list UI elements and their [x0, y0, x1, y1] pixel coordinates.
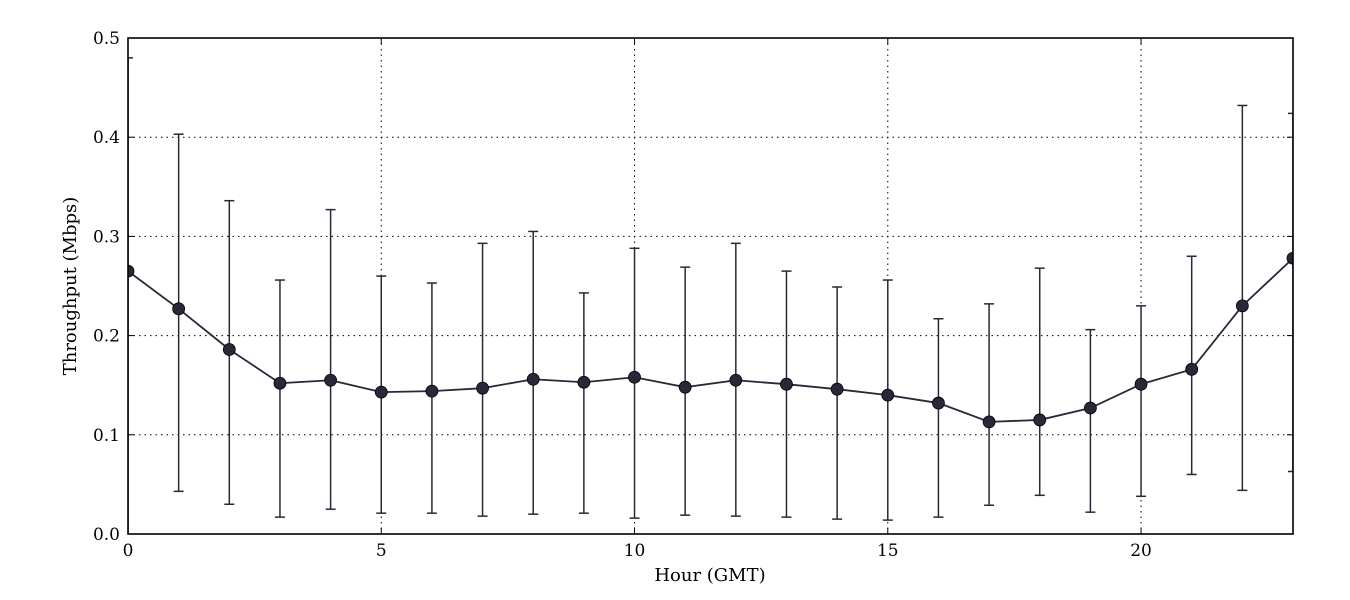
y-tick-label: 0.5: [93, 29, 120, 49]
x-tick-label: 10: [624, 541, 646, 561]
data-point: [1185, 362, 1199, 376]
data-point: [830, 382, 844, 396]
data-point: [526, 372, 540, 386]
data-point: [425, 384, 439, 398]
data-point: [982, 415, 996, 429]
x-axis-label: Hour (GMT): [654, 565, 765, 586]
data-point: [374, 385, 388, 399]
series-line: [128, 257, 1293, 423]
y-tick-label: 0.1: [93, 426, 120, 446]
y-tick-label: 0.4: [93, 128, 120, 148]
axis-ticks: 0.0 0.1 0.2 0.3 0.4 0.5 0 5 10 15 20: [93, 29, 1293, 561]
data-point: [628, 370, 641, 384]
data-point: [1083, 401, 1097, 415]
data-point: [476, 381, 489, 395]
x-tick-label: 5: [376, 541, 387, 561]
data-point: [780, 377, 793, 391]
plot-series: [128, 57, 1293, 534]
y-axis-label: Throughput (Mbps): [60, 197, 81, 376]
data-point: [1033, 413, 1047, 427]
data-point: [222, 343, 236, 356]
x-tick-label: 15: [877, 541, 899, 561]
x-tick-label: 20: [1130, 541, 1152, 561]
y-tick-label: 0.0: [93, 525, 120, 545]
data-point: [678, 380, 692, 394]
y-tick-label: 0.2: [93, 327, 120, 347]
data-point: [128, 264, 135, 278]
data-point: [729, 373, 743, 387]
x-tick-label: 0: [123, 541, 134, 561]
data-point: [324, 373, 338, 387]
data-point: [881, 388, 895, 402]
y-tick-label: 0.3: [93, 227, 120, 247]
data-point: [1134, 377, 1148, 391]
data-point: [932, 396, 945, 410]
data-point: [1235, 299, 1249, 313]
plot-frame: [127, 37, 1294, 535]
data-point: [1286, 251, 1293, 265]
grid-lines: [128, 38, 1293, 534]
data-point: [577, 375, 591, 389]
data-point: [273, 376, 287, 390]
data-point: [172, 302, 186, 316]
